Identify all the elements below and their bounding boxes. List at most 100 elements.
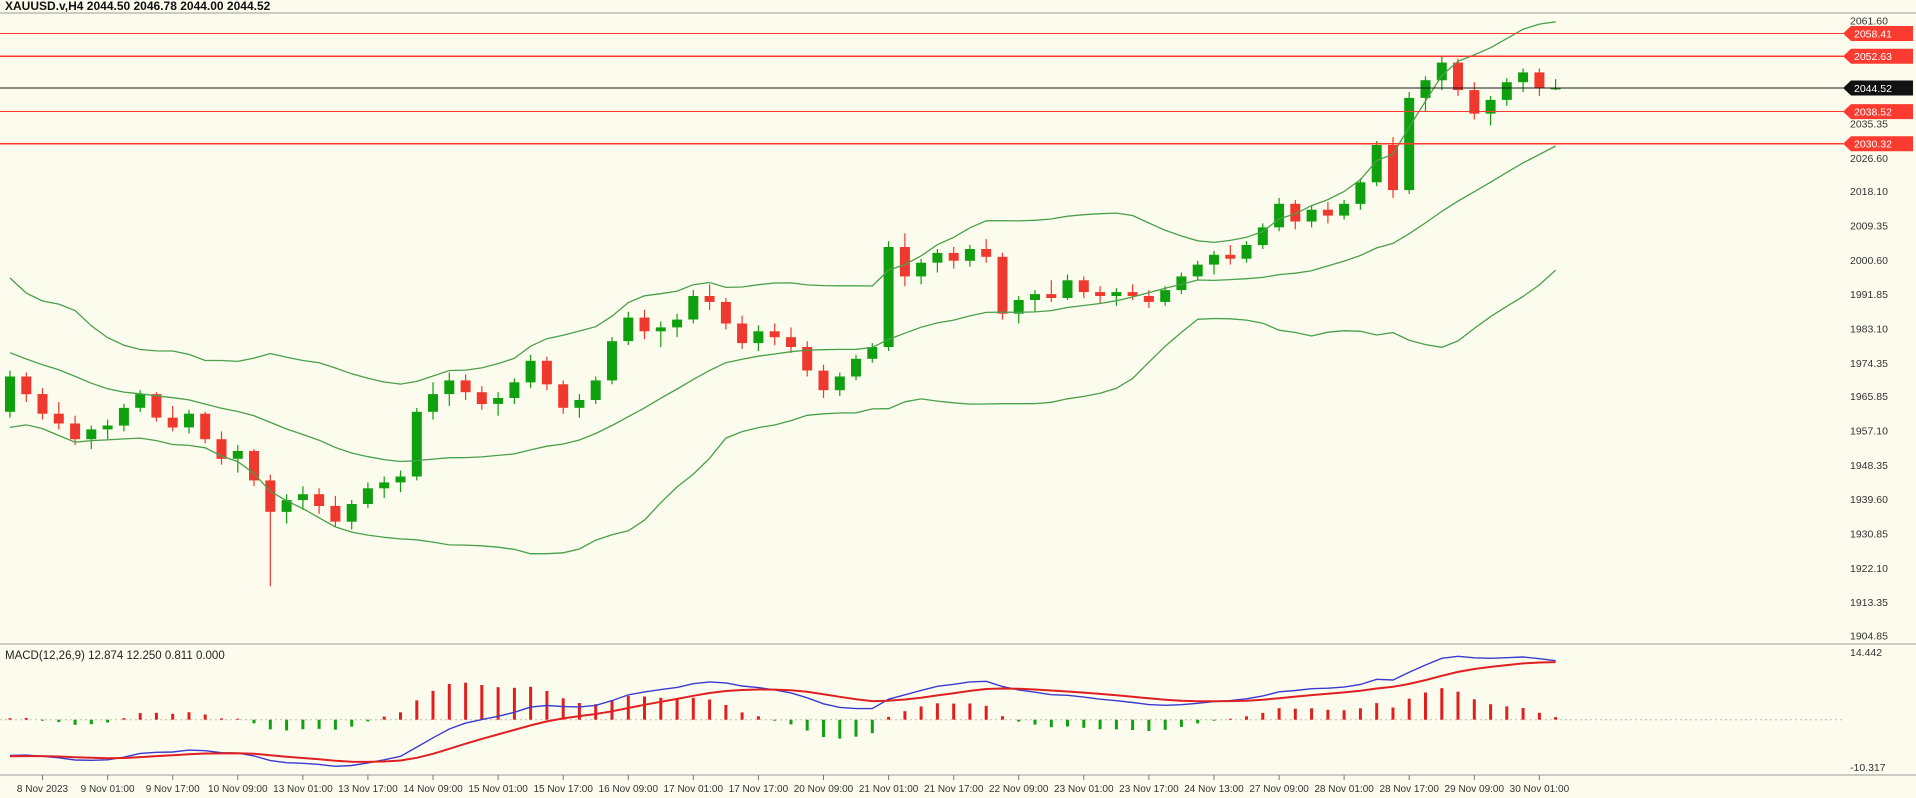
candle-bearish [558, 384, 569, 408]
candle-bearish [21, 376, 32, 395]
candle-bullish [428, 394, 438, 412]
candle-bullish [184, 413, 194, 428]
candle-bearish [1046, 294, 1057, 298]
candle-bullish [916, 262, 927, 277]
candle-bearish [249, 451, 259, 481]
candle-bearish [265, 480, 276, 512]
candle-bullish [834, 376, 845, 391]
candle-bullish [1030, 294, 1040, 300]
macd-signal-line [9, 661, 1556, 763]
candle-bullish [851, 358, 861, 377]
macd-axis-max-label: 14.442 [1850, 647, 1882, 659]
price-axis-label: 2009.35 [1850, 221, 1888, 233]
time-axis-label: 21 Nov 01:00 [859, 784, 919, 795]
candle-bearish [1290, 203, 1301, 222]
candle-bullish [1550, 88, 1561, 90]
candle-bullish [655, 327, 666, 332]
price-axis-label: 1913.35 [1850, 597, 1888, 609]
candle-bearish [460, 380, 471, 393]
price-axis[interactable]: 2061.60 2035.35 2026.60 2018.10 2009.35 2000.… [1850, 16, 1888, 643]
candle-bullish [1371, 145, 1382, 183]
time-axis-label: 17 Nov 17:00 [729, 784, 789, 795]
candle-bearish [769, 331, 780, 338]
candle-bearish [720, 301, 731, 324]
candle-bearish [818, 370, 829, 391]
candle-bullish [346, 504, 357, 522]
candle-bearish [899, 247, 910, 277]
panel-borders [0, 12, 1916, 776]
candle-bullish [964, 249, 975, 261]
candle-bearish [200, 413, 211, 440]
candle-bullish [1501, 82, 1512, 100]
candle-bearish [70, 423, 81, 440]
candle-bearish [1225, 254, 1236, 259]
time-axis-label: 23 Nov 17:00 [1119, 784, 1179, 795]
time-axis[interactable]: 8 Nov 2023 9 Nov 01:00 9 Nov 17:00 10 Nov 0… [17, 775, 1570, 795]
candle-bullish [444, 380, 455, 395]
candle-bearish [997, 256, 1008, 314]
macd-line [9, 655, 1556, 768]
candle-bearish [737, 323, 748, 344]
candle-bullish [672, 319, 683, 328]
candle-bullish [411, 411, 422, 477]
candle-bearish [639, 317, 650, 332]
candle-bullish [1420, 80, 1431, 98]
candle-bullish [525, 360, 536, 383]
candle-bullish [1518, 72, 1529, 83]
candle-bearish [330, 505, 341, 522]
candle-bearish [948, 252, 959, 261]
candle-bullish [607, 341, 617, 381]
time-axis-label: 15 Nov 17:00 [533, 784, 593, 795]
candle-bullish [118, 407, 129, 426]
candle-bearish [1388, 145, 1398, 191]
price-tags: 2058.41 2052.63 2038.52 2030.32 2044.52 [1843, 26, 1913, 152]
candle-bullish [395, 476, 406, 483]
time-axis-label: 16 Nov 09:00 [599, 784, 659, 795]
time-axis-label: 29 Nov 09:00 [1445, 784, 1505, 795]
candle-bullish [1013, 300, 1024, 314]
macd-plot[interactable] [0, 655, 1843, 768]
candle-bearish [53, 413, 64, 424]
candle-bullish [102, 425, 113, 430]
price-level-tag[interactable] [1843, 136, 1913, 152]
price-level-tag[interactable] [1843, 48, 1913, 64]
candle-bullish [1274, 203, 1285, 228]
candle-bullish [1306, 209, 1317, 222]
candle-bearish [167, 417, 178, 428]
time-axis-label: 28 Nov 17:00 [1379, 784, 1439, 795]
candle-bullish [1241, 245, 1252, 259]
time-axis-label: 14 Nov 09:00 [403, 784, 463, 795]
price-axis-label: 1948.35 [1850, 460, 1888, 472]
time-axis-label: 9 Nov 01:00 [81, 784, 135, 795]
candle-bullish [1192, 264, 1203, 277]
candle-bearish [704, 296, 715, 302]
candle-bullish [1176, 276, 1187, 291]
candle-bullish [1111, 292, 1122, 296]
price-plot[interactable] [0, 21, 1843, 587]
candle-bullish [867, 347, 878, 359]
price-axis-label: 2026.60 [1850, 153, 1888, 165]
price-level-tag-label: 2052.63 [1854, 51, 1892, 63]
price-level-tag-label: 2058.41 [1854, 28, 1892, 40]
price-axis-label: 1930.85 [1850, 529, 1888, 541]
candle-bullish [297, 494, 308, 501]
price-level-tag[interactable] [1843, 26, 1913, 41]
candle-bullish [1257, 227, 1268, 246]
candle-bullish [281, 500, 292, 512]
price-axis-label: 1922.10 [1850, 563, 1888, 575]
candle-bearish [786, 337, 796, 347]
time-axis-label: 23 Nov 01:00 [1054, 784, 1114, 795]
current-price-tag [1843, 80, 1913, 96]
chart-title: XAUUSD.v,H4 2044.50 2046.78 2044.00 2044… [5, 0, 271, 13]
price-axis-label: 1965.85 [1850, 391, 1888, 403]
macd-indicator-label: MACD(12,26,9) 12.874 12.250 0.811 0.000 [5, 650, 225, 662]
time-axis-label: 30 Nov 01:00 [1510, 784, 1570, 795]
price-axis-label: 1983.10 [1850, 324, 1888, 336]
candle-bullish [590, 380, 601, 400]
candle-bullish [86, 429, 97, 440]
price-level-tag[interactable] [1843, 104, 1913, 120]
candle-bullish [1160, 290, 1171, 302]
price-axis-label: 2061.60 [1850, 16, 1888, 28]
